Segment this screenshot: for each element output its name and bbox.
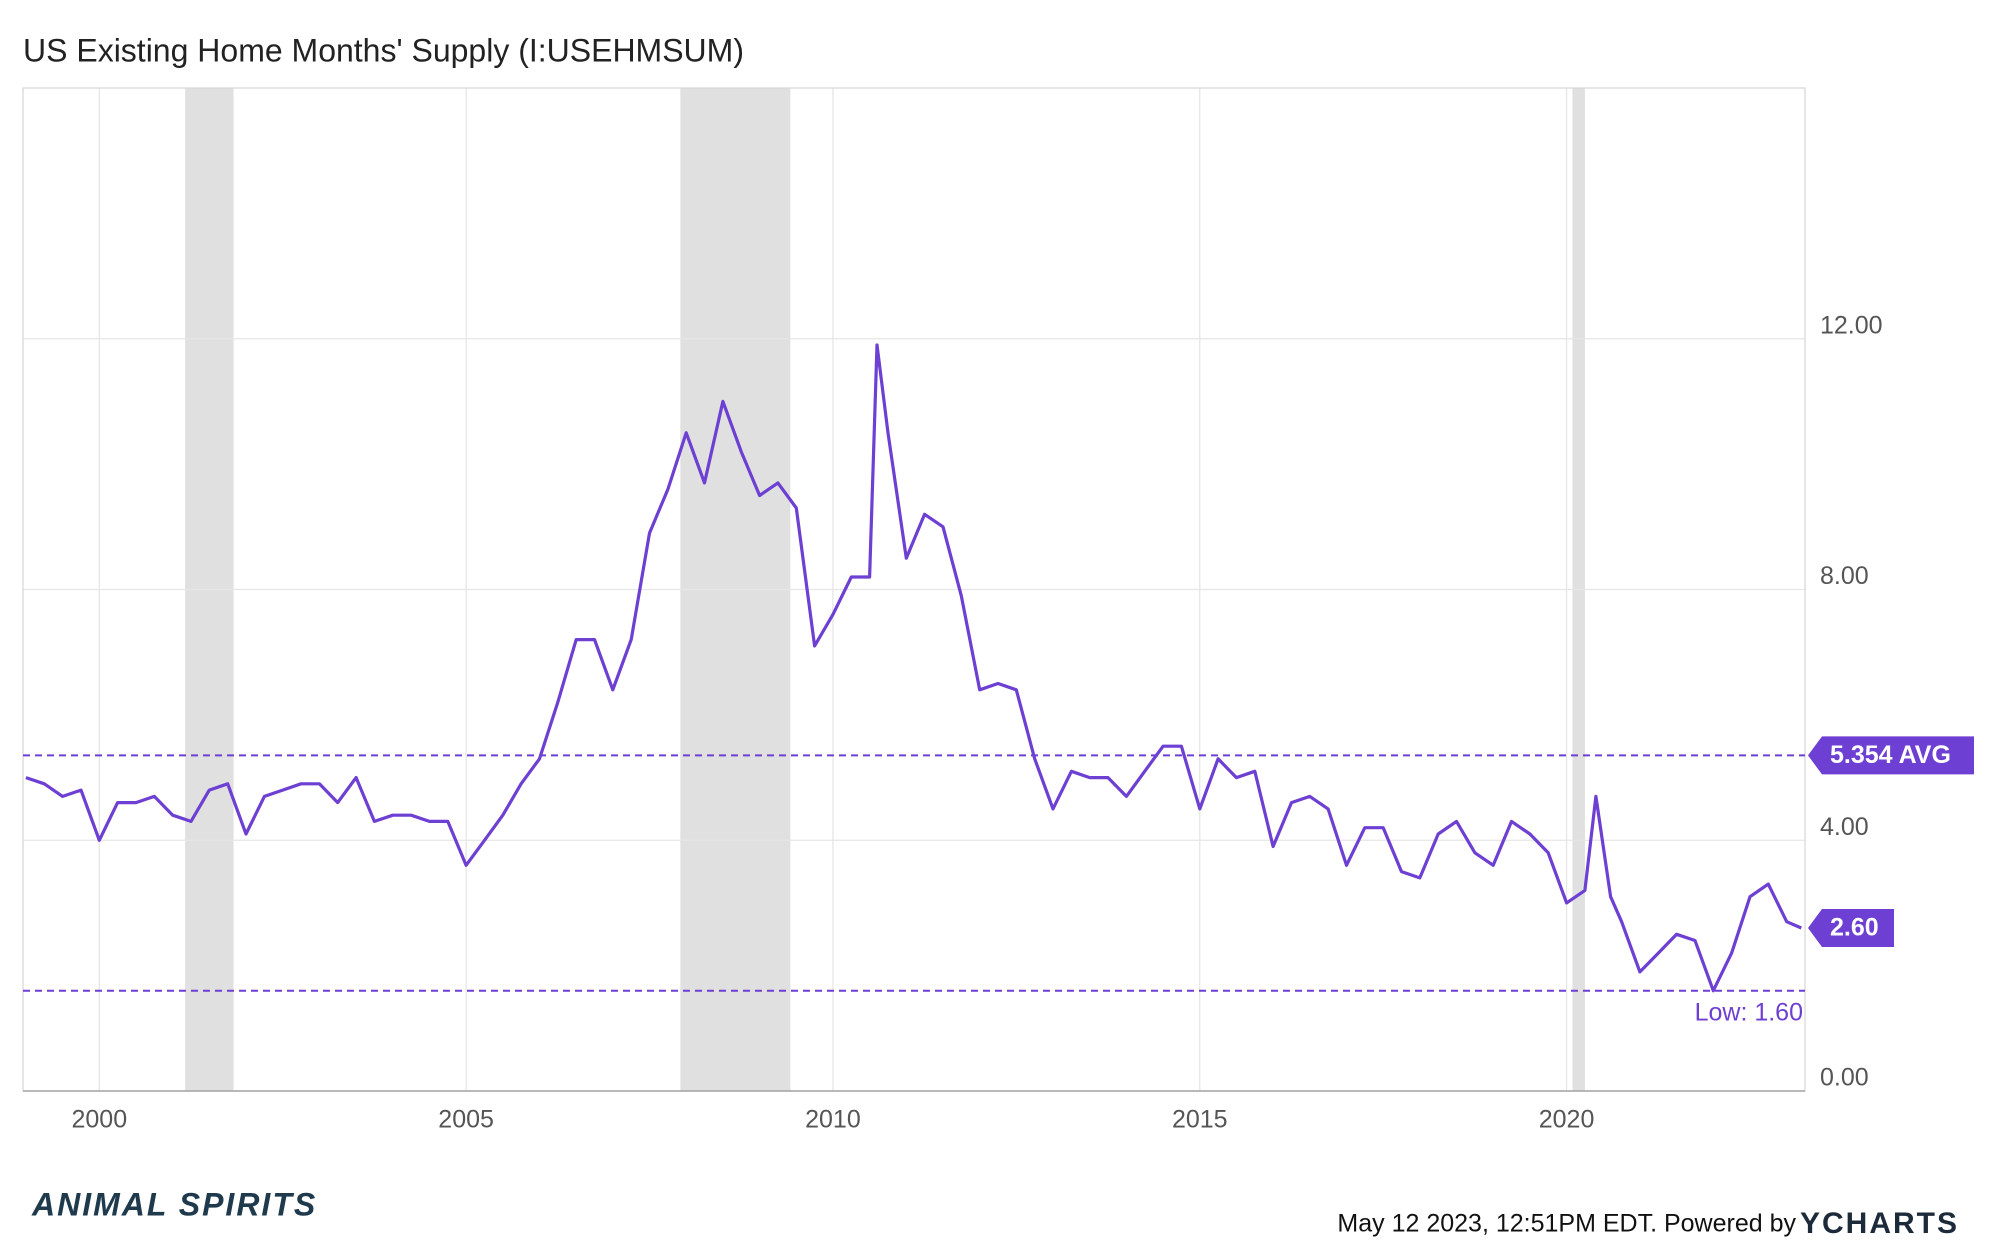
avg-badge-label: 5.354 AVG bbox=[1830, 741, 1951, 769]
y-tick-label: 0.00 bbox=[1820, 1064, 1869, 1092]
last-badge bbox=[1808, 909, 1894, 948]
logo: YCHARTS bbox=[1800, 1207, 1959, 1240]
y-tick-label: 12.00 bbox=[1820, 311, 1883, 339]
chart-title: US Existing Home Months' Supply (I:USEHM… bbox=[23, 32, 744, 68]
x-tick-label: 2005 bbox=[438, 1106, 494, 1134]
plot-area: 0.00 4.00 8.00 12.00 2000 2005 2010 2015 2020 Low… bbox=[22, 87, 1974, 1134]
low-label: Low: 1.60 bbox=[1695, 998, 1803, 1026]
x-tick-label: 2015 bbox=[1172, 1106, 1228, 1134]
avg-badge bbox=[1808, 736, 1974, 775]
x-tick-label: 2000 bbox=[71, 1106, 127, 1134]
y-tick-label: 8.00 bbox=[1820, 562, 1869, 590]
series-line bbox=[25, 343, 1802, 993]
brand: ANIMAL SPIRITS bbox=[31, 1186, 317, 1222]
y-tick-label: 4.00 bbox=[1820, 813, 1869, 841]
x-tick-label: 2010 bbox=[805, 1106, 861, 1134]
timestamp: May 12 2023, 12:51PM EDT. Powered by bbox=[1337, 1210, 1796, 1238]
x-tick-label: 2020 bbox=[1539, 1106, 1595, 1134]
last-badge-label: 2.60 bbox=[1830, 914, 1879, 942]
